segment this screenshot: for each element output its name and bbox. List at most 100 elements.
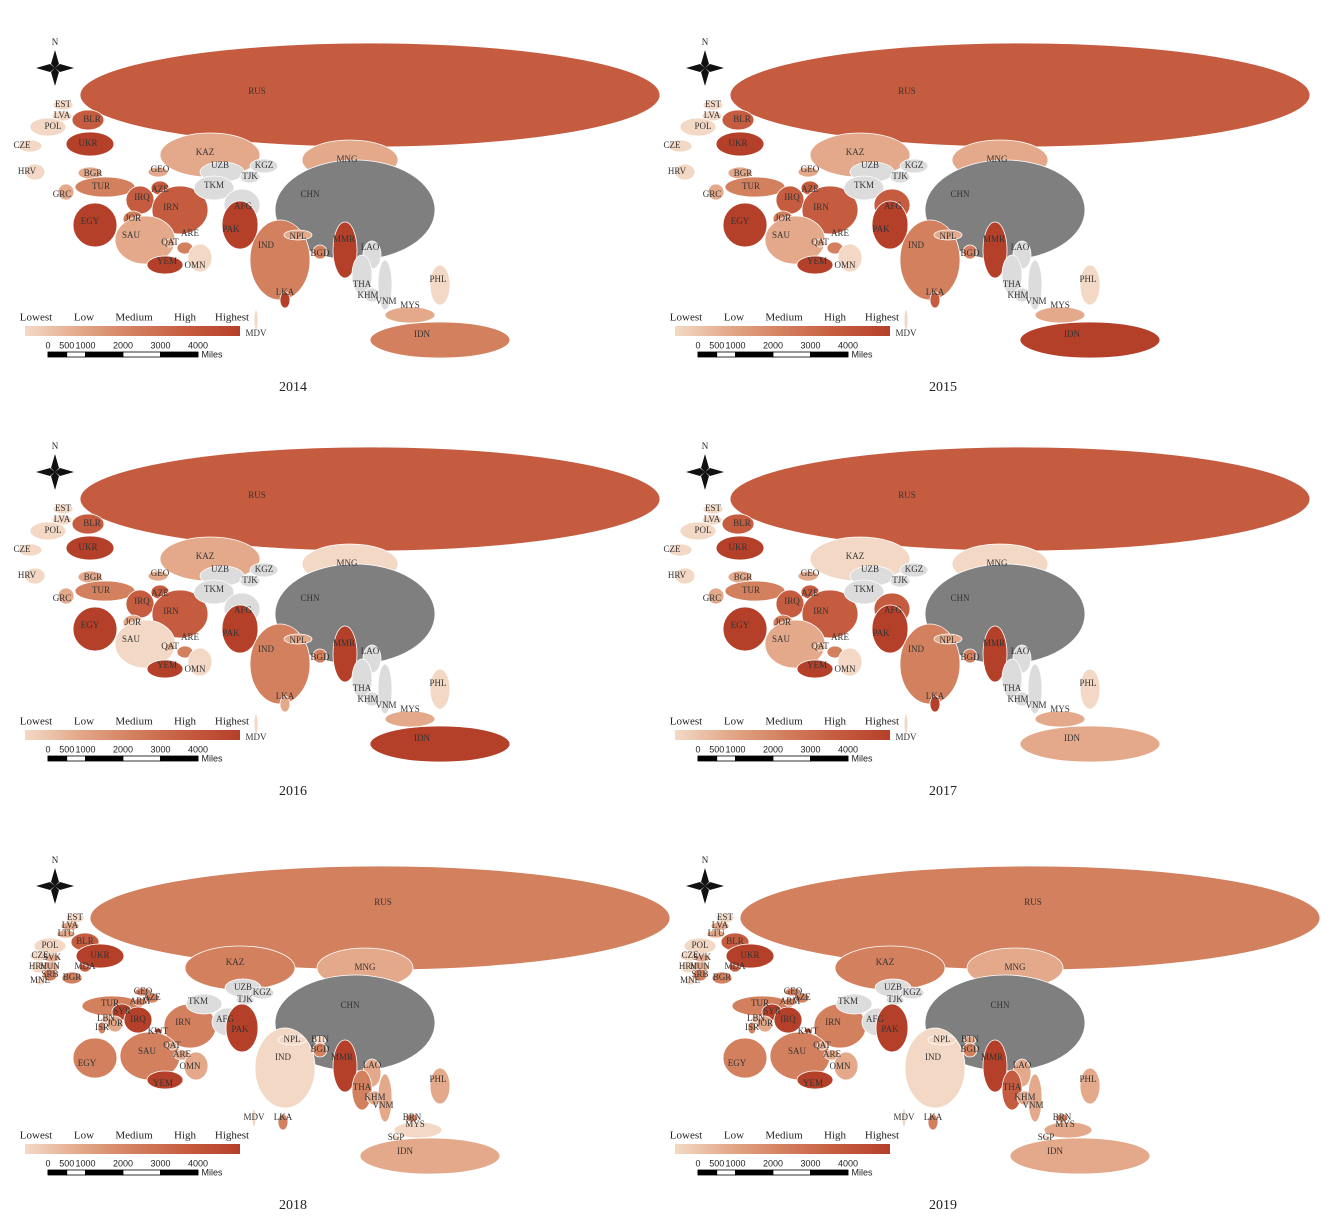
country-label: LAO	[1011, 646, 1030, 656]
country-label: LBN	[97, 1013, 116, 1023]
country-shape	[146, 1070, 184, 1090]
country-shape	[796, 1070, 834, 1090]
country-label: TJK	[242, 575, 258, 585]
scale-tick-label: 2000	[113, 340, 133, 350]
country-label: RUS	[1024, 897, 1042, 907]
country-label: TKM	[838, 996, 858, 1006]
scale-tick-label: 2000	[763, 340, 783, 350]
country-label: GEO	[801, 568, 820, 578]
scale-segment	[85, 755, 124, 762]
country-label: KWT	[798, 1026, 819, 1036]
country-label: PAK	[231, 1024, 249, 1034]
country-shape	[927, 1113, 939, 1131]
legend-class-label: High	[824, 1130, 847, 1142]
country-label: YEM	[157, 660, 177, 670]
country-label: HRV	[668, 570, 687, 580]
country-label: SAU	[138, 1046, 157, 1056]
country-shape	[114, 619, 176, 669]
country-label: KAZ	[876, 957, 895, 967]
country-label: HRV	[679, 961, 698, 971]
country-label: AFG	[234, 201, 253, 211]
country-label: CZE	[664, 544, 682, 554]
country-label: ISR	[745, 1022, 759, 1032]
country-label: VNM	[1025, 700, 1046, 710]
country-label: MDV	[895, 328, 917, 338]
country-shape	[42, 968, 58, 982]
country-shape	[729, 42, 1311, 148]
country-shape	[702, 99, 724, 111]
country-shape	[57, 587, 75, 605]
country-label: LVA	[704, 110, 721, 120]
country-shape	[715, 535, 765, 561]
country-shape	[24, 163, 46, 181]
country-label: MNE	[30, 975, 51, 985]
country-shape	[377, 663, 393, 715]
country-shape	[962, 244, 978, 260]
country-label: IRQ	[134, 596, 150, 606]
legend-class-label: Highest	[865, 1130, 899, 1142]
country-label: SAU	[772, 230, 791, 240]
country-label: LKA	[274, 1112, 293, 1122]
scale-tick-label: 0	[695, 744, 700, 754]
country-label: UZB	[211, 160, 229, 170]
country-label: OMN	[834, 664, 856, 674]
country-label: EGY	[731, 620, 750, 630]
legend-class-label: Lowest	[670, 1130, 702, 1142]
country-label: TJK	[237, 994, 253, 1004]
north-label: N	[702, 37, 709, 47]
country-shape	[707, 183, 725, 201]
country-shape	[707, 587, 725, 605]
country-label: YEM	[807, 256, 827, 266]
country-shape	[97, 1021, 107, 1035]
country-label: VNM	[1022, 1100, 1043, 1110]
country-label: GEO	[151, 568, 170, 578]
country-label: CZE	[32, 950, 50, 960]
country-label: MYS	[1050, 300, 1070, 310]
country-label: MDV	[243, 1112, 265, 1122]
country-label: KGZ	[255, 564, 274, 574]
country-label: UZB	[234, 982, 252, 992]
scale-tick-label: 500	[59, 744, 74, 754]
country-shape	[711, 971, 733, 985]
country-label: IRQ	[134, 192, 150, 202]
legend-ramp	[25, 1144, 240, 1154]
country-label: NPL	[289, 231, 306, 241]
country-label: BLR	[76, 936, 94, 946]
country-label: UKR	[78, 138, 97, 148]
scale-segment	[66, 755, 86, 762]
country-shape	[369, 725, 511, 763]
legend-class-label: Low	[74, 1130, 94, 1142]
country-label: SVK	[43, 952, 62, 962]
country-label: SYR	[763, 1006, 781, 1016]
country-label: EGY	[81, 620, 100, 630]
country-shape	[239, 574, 261, 588]
country-label: NPL	[939, 231, 956, 241]
country-shape	[889, 170, 911, 184]
country-shape	[52, 503, 74, 515]
country-shape	[1079, 1067, 1101, 1105]
legend-class-label: Lowest	[20, 1130, 52, 1142]
scale-segment	[47, 351, 68, 358]
country-label: MNE	[680, 975, 701, 985]
country-label: TJK	[887, 994, 903, 1004]
scale-tick-label: 3000	[800, 744, 820, 754]
country-label: JOR	[125, 617, 141, 627]
scale-segment	[47, 1169, 68, 1176]
scale-tick-label: 0	[45, 744, 50, 754]
country-label: LAO	[361, 242, 380, 252]
north-label: N	[702, 441, 709, 451]
country-label: EST	[55, 99, 72, 109]
panel-caption: 2014	[279, 380, 307, 395]
legend-ramp	[675, 730, 890, 740]
country-label: MDV	[245, 328, 267, 338]
country-label: KAZ	[196, 147, 215, 157]
country-shape	[835, 993, 873, 1015]
country-label: EST	[717, 912, 734, 922]
country-label: RUS	[374, 897, 392, 907]
scale-segment	[810, 755, 849, 762]
country-label: EGY	[728, 1058, 747, 1068]
country-shape	[837, 243, 863, 273]
country-label: UKR	[728, 138, 747, 148]
legend-class-label: Highest	[215, 1130, 249, 1142]
country-label: VNM	[372, 1100, 393, 1110]
